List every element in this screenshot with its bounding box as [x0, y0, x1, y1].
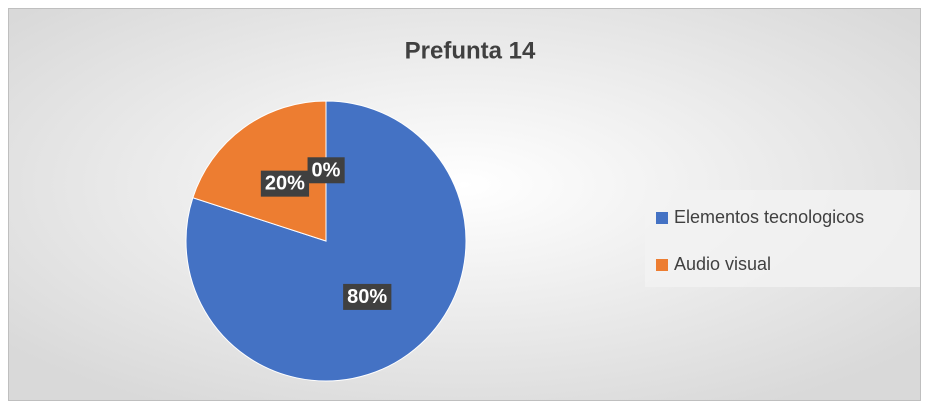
data-label-box	[260, 170, 310, 197]
chart-title: Prefunta 14	[405, 37, 536, 64]
legend-label: Elementos tecnologicos	[674, 207, 864, 227]
legend-swatch	[656, 259, 668, 271]
data-label: 20%	[265, 173, 305, 195]
pie-slice	[192, 100, 327, 242]
data-label-box	[343, 283, 392, 310]
legend-swatch	[656, 212, 668, 224]
data-label: 0%	[312, 159, 341, 181]
legend-box	[645, 190, 920, 287]
legend-label: Audio visual	[674, 254, 771, 274]
data-label-box	[307, 157, 345, 184]
data-label: 80%	[347, 286, 387, 308]
